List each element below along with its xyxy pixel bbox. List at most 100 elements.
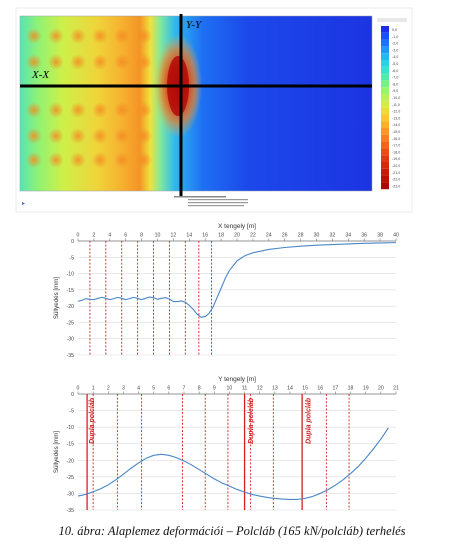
contour-hot-spot [26,102,42,118]
legend-swatch [381,100,389,108]
x-tick-label: 4 [108,233,111,239]
legend-swatch [381,80,389,88]
legend-swatch [381,53,389,60]
x-tick-label: 22 [250,233,256,239]
legend-swatch [381,66,389,74]
x-tick-label: 10 [155,233,161,239]
legend-swatch [381,162,389,169]
x-tick-label: 0 [77,386,80,392]
y-tick-label: -5 [69,255,74,261]
x-tick-label: 16 [317,386,323,392]
settlement-line [77,427,389,500]
legend-value: -22,0 [392,178,400,182]
y-tick-label: -30 [67,491,75,497]
contour-hot-spot [136,28,152,44]
x-tick-label: 10 [227,386,233,392]
x-tick-label: 5 [152,386,155,392]
legend-swatch [381,107,389,115]
contour-hot-spot [114,152,130,168]
double-support-annotation: Dupla polcláb [248,397,255,444]
x-tick-label: 20 [378,386,384,392]
contour-hot-spot [70,152,86,168]
y-axis-label: Süllyedés [mm] [53,277,60,320]
contour-hot-spot [92,54,108,70]
x-tick-label: 1 [92,386,95,392]
legend-value: -6,0 [392,69,398,73]
legend-value: -1,0 [392,35,398,39]
x-tick-label: 2 [107,386,110,392]
legend-value: -2,0 [392,42,398,46]
x-tick-label: 16 [202,233,208,239]
contour-hot-spot [114,54,130,70]
x-tick-label: 40 [393,233,399,239]
legend-swatch [381,121,389,128]
contour-hot-spot [26,128,42,144]
x-tick-label: 24 [266,233,272,239]
legend-swatch [381,175,389,183]
legend-swatch [381,155,389,162]
contour-hot-spot [114,102,130,118]
x-tick-label: 4 [137,386,140,392]
axis-title: X tengely [m] [218,223,256,230]
x-tick-label: 26 [282,233,288,239]
contour-hot-spot [114,28,130,44]
x-tick-label: 0 [77,233,80,239]
x-tick-label: 19 [363,386,369,392]
legend-swatch [381,114,389,122]
y-tick-label: -10 [67,272,75,278]
contour-field [20,16,372,191]
y-tick-label: -25 [67,475,75,481]
x-tick-label: 36 [361,233,367,239]
legend-value: -3,0 [392,48,398,52]
legend-value: -4,0 [392,55,398,59]
legend-value: 0,0 [392,28,397,32]
contour-hot-spot [26,54,42,70]
contour-hot-spot [114,128,130,144]
legend-value: -23,0 [392,184,400,188]
contour-hot-spot [92,152,108,168]
contour-hot-spot [70,128,86,144]
x-tick-label: 12 [171,233,177,239]
legend-value: -16,0 [392,137,400,141]
legend-value: -7,0 [392,76,398,80]
contour-hot-spot [92,128,108,144]
y-tick-label: 0 [71,392,74,398]
contour-hot-spot [136,54,152,70]
x-tick-label: 8 [140,233,143,239]
x-tick-label: 30 [314,233,320,239]
y-tick-label: -5 [69,409,74,415]
x-tick-label: 28 [298,233,304,239]
legend-value: -18,0 [392,150,400,154]
legend-swatch [381,94,389,101]
x-tick-label: 14 [186,233,192,239]
x-tick-label: 7 [183,386,186,392]
y-tick-label: -15 [67,442,75,448]
legend-value: -8,0 [392,82,398,86]
y-tick-label: 0 [71,239,74,245]
y-tick-label: -20 [67,304,75,310]
x-tick-label: 6 [167,386,170,392]
x-tick-label: 9 [213,386,216,392]
contour-hot-spot [136,152,152,168]
x-tick-label: 6 [124,233,127,239]
axis-title: Y tengely [m] [218,376,256,383]
contour-hot-spot [70,102,86,118]
x-tick-label: 2 [92,233,95,239]
legend-swatch [381,141,389,149]
legend-value: -10,0 [392,96,400,100]
x-tick-label: 18 [218,233,224,239]
legend-value: -13,0 [392,116,400,120]
double-support-annotation: Dupla polcláb [306,397,313,444]
x-tick-label: 8 [198,386,201,392]
contour-hot-spot [136,102,152,118]
legend-value: -14,0 [392,123,400,127]
contour-hot-spot [26,152,42,168]
x-tick-label: 17 [333,386,339,392]
contour-hot-spot [136,128,152,144]
y-tick-label: -20 [67,458,75,464]
x-tick-label: 14 [287,386,293,392]
contour-corner-icon: ▸ [22,201,25,207]
contour-hot-spot [92,28,108,44]
legend-swatch [381,134,389,142]
x-tick-label: 32 [330,233,336,239]
